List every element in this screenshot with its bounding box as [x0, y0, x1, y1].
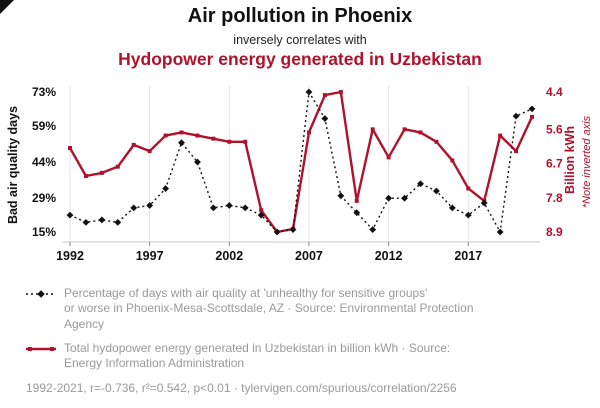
legend-line: Energy Information Administration	[64, 356, 245, 371]
x-axis-tick-label: 2012	[375, 249, 403, 263]
red-series-marker	[514, 149, 519, 154]
red-series-marker	[131, 142, 136, 147]
x-axis-tick-label: 1997	[136, 249, 164, 263]
black-series-marker	[353, 209, 361, 217]
red-series-marker	[498, 133, 503, 138]
black-series-marker	[162, 185, 169, 192]
y-axis-label-right: Billion kWh	[563, 125, 577, 195]
black-series-marker	[82, 218, 90, 226]
right-axis-tick-label: 7.8	[546, 191, 563, 205]
x-axis-tick-label: 2002	[215, 249, 243, 263]
black-series-marker	[305, 88, 313, 96]
red-series-marker	[243, 139, 248, 144]
red-series-marker	[179, 130, 184, 135]
red-series-marker	[83, 174, 88, 178]
red-series-marker	[259, 208, 264, 213]
right-axis-tick-label: 5.6	[546, 122, 563, 136]
legend-item-air-quality: Percentage of days with air quality at '…	[26, 286, 582, 332]
left-axis-tick-label: 59%	[32, 119, 56, 133]
red-series-marker	[530, 114, 534, 119]
legend-text-hydropower: Total hydopower energy generated in Uzbe…	[64, 341, 450, 372]
y-axis-inverted-note: *Note inverted axis	[581, 115, 593, 209]
red-series-marker	[68, 146, 72, 150]
red-series-marker	[163, 133, 168, 138]
red-series-marker	[211, 136, 216, 141]
black-series-marker	[512, 112, 520, 120]
black-series-line	[69, 91, 533, 233]
black-series-marker	[321, 115, 329, 122]
red-series-legend-icon	[26, 347, 56, 352]
chart-plot: 73% 59% 44% 29% 15% 4.4 5.6 6.7 7.8 8.9 1992 1997 20…	[32, 85, 563, 263]
black-series-marker	[433, 187, 440, 195]
black-series-marker	[480, 199, 488, 207]
left-axis-tick-label: 15%	[32, 225, 56, 239]
red-series-marker	[466, 186, 471, 191]
black-series-marker	[178, 139, 185, 147]
right-axis-tick-label: 8.9	[546, 225, 563, 239]
black-series-marker	[464, 211, 472, 219]
black-series-marker	[369, 226, 377, 233]
red-series-marker	[227, 139, 232, 144]
black-series-marker	[417, 180, 424, 188]
red-series-marker	[354, 198, 359, 203]
left-axis-tick-label: 29%	[32, 191, 56, 205]
red-series-line	[68, 90, 534, 234]
footer-stats: 1992-2021, r=-0.736, r²=0.542, p<0.01 · …	[26, 381, 457, 395]
black-series-marker	[385, 194, 393, 202]
x-axis-tick-label: 2017	[454, 249, 482, 263]
x-axis-tick-label: 2007	[295, 249, 323, 263]
legend-line: Total hydopower energy generated in Uzbe…	[64, 341, 451, 356]
corner-mark	[0, 0, 14, 14]
chart-title-secondary: Hydopower energy generated in Uzbekistan	[118, 49, 482, 69]
black-series-marker	[496, 228, 504, 236]
black-series-marker	[209, 204, 217, 212]
black-series-marker	[401, 194, 408, 202]
red-series-marker	[115, 164, 120, 169]
right-axis-tick-label: 6.7	[546, 157, 563, 171]
black-series-marker	[273, 228, 281, 236]
black-series-marker	[289, 226, 297, 233]
legend-item-hydropower: Total hydopower energy generated in Uzbe…	[26, 341, 582, 372]
legend-line: or worse in Phoenix-Mesa-Scottsdale, AZ …	[64, 301, 474, 316]
x-axis-tick-label: 1992	[56, 249, 84, 263]
black-series-marker	[337, 192, 345, 200]
black-series-marker	[448, 204, 456, 212]
legend-text-air-quality: Percentage of days with air quality at '…	[64, 286, 474, 332]
black-series-marker	[98, 216, 106, 224]
black-series-marker	[225, 202, 233, 209]
legend-line: Agency	[64, 316, 105, 331]
red-series-marker	[370, 127, 375, 132]
legend-line: Percentage of days with air quality at '…	[64, 286, 428, 300]
red-series-marker	[99, 170, 104, 175]
right-axis-tick-label: 4.4	[546, 85, 563, 99]
black-series-marker	[66, 211, 74, 219]
red-series-marker	[386, 155, 391, 160]
chart-subtitle: inversely correlates with	[233, 33, 367, 47]
red-series-marker	[402, 127, 407, 132]
black-series-marker	[194, 158, 201, 166]
red-series-marker	[450, 158, 455, 163]
black-series-marker	[257, 211, 265, 219]
left-axis-tick-label: 44%	[32, 155, 56, 169]
red-series-marker	[195, 133, 200, 138]
red-series-marker	[322, 93, 327, 98]
black-series-marker	[114, 218, 122, 226]
black-series-legend-icon	[26, 290, 56, 298]
chart-title: Air pollution in Phoenix	[187, 5, 413, 27]
red-series-marker	[418, 130, 423, 135]
left-axis-tick-label: 73%	[32, 85, 56, 99]
black-series-marker	[528, 105, 536, 113]
legend: Percentage of days with air quality at '…	[26, 286, 582, 381]
red-series-marker	[306, 130, 311, 135]
black-series-marker	[130, 204, 138, 212]
black-series-marker	[241, 204, 249, 212]
black-series-marker	[146, 202, 154, 209]
red-series-marker	[434, 139, 439, 144]
y-axis-label-left: Bad air quality days	[6, 105, 20, 225]
red-series-marker	[147, 149, 152, 154]
red-series-marker	[338, 90, 343, 94]
